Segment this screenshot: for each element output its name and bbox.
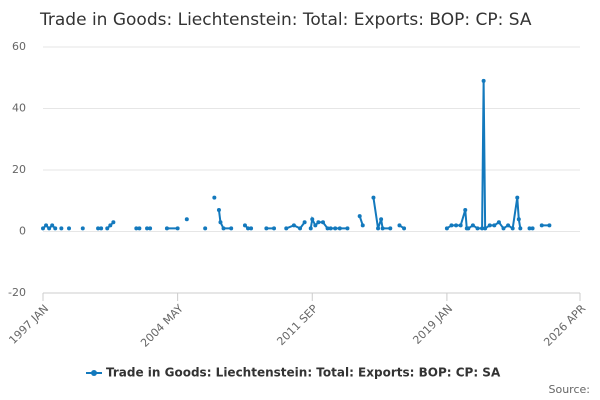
data-point xyxy=(516,217,521,222)
data-point xyxy=(47,226,52,231)
data-point xyxy=(229,226,234,231)
data-point xyxy=(458,223,463,228)
legend-marker xyxy=(91,370,97,376)
y-tick-label: 20 xyxy=(12,163,26,176)
data-point xyxy=(105,226,110,231)
data-point xyxy=(480,226,485,231)
data-point xyxy=(284,226,289,231)
data-point xyxy=(397,223,402,228)
data-point xyxy=(184,217,189,222)
data-point xyxy=(547,223,552,228)
data-point xyxy=(108,223,113,228)
x-tick-label: 2019 JAN xyxy=(410,302,455,347)
data-point xyxy=(481,78,486,83)
data-point xyxy=(518,226,523,231)
data-point xyxy=(539,223,544,228)
data-point xyxy=(313,223,318,228)
source: Source: xyxy=(549,383,591,396)
data-point xyxy=(496,220,501,225)
data-point xyxy=(527,226,532,231)
data-point xyxy=(492,223,497,228)
data-point xyxy=(515,195,520,200)
data-point xyxy=(67,226,72,231)
data-point xyxy=(444,226,449,231)
data-point xyxy=(371,195,376,200)
data-point xyxy=(44,223,49,228)
data-point xyxy=(221,226,226,231)
data-point xyxy=(50,223,55,228)
y-tick-label: -20 xyxy=(8,286,26,299)
y-tick-label: 40 xyxy=(12,102,26,115)
x-tick-label: 2011 SEP xyxy=(275,302,321,348)
data-point xyxy=(302,220,307,225)
data-point xyxy=(80,226,85,231)
data-point xyxy=(449,223,454,228)
data-point xyxy=(148,226,153,231)
data-point xyxy=(145,226,150,231)
data-point xyxy=(316,220,321,225)
data-point xyxy=(506,223,511,228)
data-point xyxy=(137,226,142,231)
data-point xyxy=(510,226,515,231)
x-tick-label: 1997 JAN xyxy=(6,302,51,347)
data-point xyxy=(218,220,223,225)
x-tick-label: 2026 APR xyxy=(541,302,588,349)
data-point xyxy=(501,226,506,231)
data-point xyxy=(164,226,169,231)
data-point xyxy=(320,220,325,225)
data-point xyxy=(530,226,535,231)
data-point xyxy=(99,226,104,231)
data-point xyxy=(402,226,407,231)
chart-title: Trade in Goods: Liechtenstein: Total: Ex… xyxy=(39,10,532,30)
data-point xyxy=(333,226,338,231)
data-point xyxy=(242,223,247,228)
data-point xyxy=(357,214,362,219)
data-point xyxy=(337,226,342,231)
data-point xyxy=(376,226,381,231)
data-point xyxy=(466,226,471,231)
data-point xyxy=(328,226,333,231)
data-point xyxy=(388,226,393,231)
data-point xyxy=(272,226,277,231)
data-point xyxy=(264,226,269,231)
data-point xyxy=(212,195,217,200)
data-point xyxy=(246,226,251,231)
data-point xyxy=(483,226,488,231)
data-point xyxy=(249,226,254,231)
data-point xyxy=(203,226,208,231)
data-point xyxy=(475,226,480,231)
data-point xyxy=(310,217,315,222)
data-point xyxy=(379,217,384,222)
data-point xyxy=(308,226,313,231)
series-line xyxy=(42,80,550,231)
data-point xyxy=(53,226,58,231)
data-point xyxy=(325,226,330,231)
data-point xyxy=(487,223,492,228)
x-tick-label: 2004 MAY xyxy=(138,302,186,350)
data-point xyxy=(134,226,139,231)
data-point xyxy=(463,207,468,212)
data-point xyxy=(216,207,221,212)
data-point xyxy=(41,226,45,231)
data-point xyxy=(59,226,64,231)
data-point xyxy=(380,226,385,231)
data-point xyxy=(298,226,303,231)
data-point xyxy=(360,223,365,228)
y-tick-label: 60 xyxy=(12,40,26,53)
data-point xyxy=(96,226,101,231)
y-tick-label: 0 xyxy=(19,225,26,238)
data-point xyxy=(454,223,459,228)
data-point xyxy=(175,226,180,231)
data-point xyxy=(345,226,350,231)
data-point xyxy=(111,220,116,225)
legend-label: Trade in Goods: Liechtenstein: Total: Ex… xyxy=(106,366,501,380)
data-point xyxy=(470,223,475,228)
data-point xyxy=(291,223,296,228)
